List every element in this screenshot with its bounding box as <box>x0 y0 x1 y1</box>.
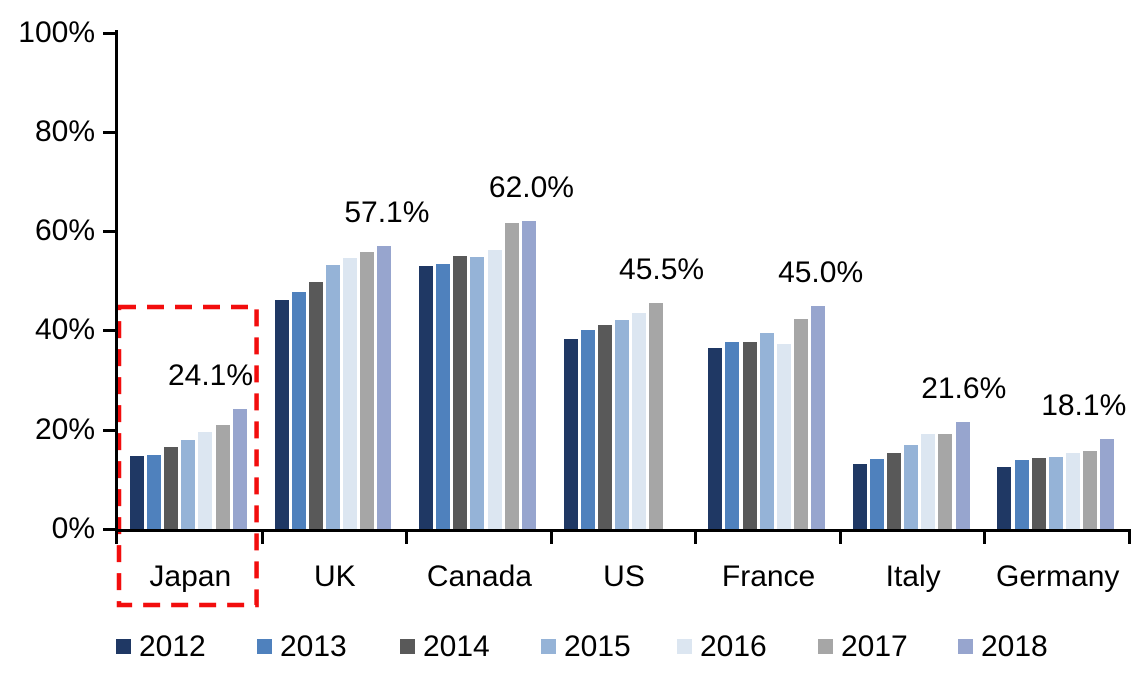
x-tick <box>549 532 553 544</box>
bar-japan-2016 <box>198 431 213 529</box>
category-label-us: US <box>603 560 645 593</box>
y-tick-label: 0% <box>51 512 95 545</box>
x-axis-line <box>115 529 1131 532</box>
value-label-canada: 62.0% <box>488 171 574 205</box>
legend-marker-2018 <box>958 639 973 654</box>
bar-uk-2017 <box>360 252 375 529</box>
y-tick-label: 80% <box>34 114 95 148</box>
bar-japan-2018 <box>232 409 247 529</box>
bar-japan-2013 <box>147 454 162 529</box>
y-tick-label: 100% <box>18 15 95 49</box>
bar-japan-2017 <box>215 425 230 529</box>
bar-germany-2016 <box>1065 452 1080 529</box>
legend-marker-2014 <box>400 639 415 654</box>
bar-france-2013 <box>725 341 740 529</box>
value-label-japan: 24.1% <box>167 359 254 393</box>
bar-us-2015 <box>615 319 629 529</box>
bar-us-2012 <box>563 339 578 529</box>
y-tick <box>103 230 115 234</box>
category-label-canada: Canada <box>426 560 532 593</box>
bar-italy-2017 <box>938 433 953 529</box>
bar-uk-2018 <box>377 245 392 529</box>
x-tick <box>838 532 842 544</box>
legend-label-2017: 2017 <box>841 630 908 663</box>
bar-canada-2015 <box>470 256 485 529</box>
legend-marker-2017 <box>818 639 833 654</box>
y-tick-label: 60% <box>34 214 95 248</box>
bar-france-2017 <box>793 319 808 529</box>
legend-marker-2016 <box>677 639 692 654</box>
bar-canada-2016 <box>487 250 502 529</box>
x-tick <box>405 532 409 544</box>
bar-france-2012 <box>708 347 723 529</box>
x-tick <box>983 532 987 544</box>
bar-canada-2018 <box>521 221 536 529</box>
category-label-japan: Japan <box>149 560 232 593</box>
bar-us-2017 <box>649 303 664 529</box>
x-tick <box>694 532 698 544</box>
legend-label-2016: 2016 <box>700 630 767 663</box>
x-tick <box>260 532 264 544</box>
bar-canada-2013 <box>436 264 451 529</box>
value-label-us: 45.5% <box>619 253 705 287</box>
bar-uk-2014 <box>308 282 323 529</box>
bar-uk-2012 <box>274 299 289 529</box>
bar-germany-2017 <box>1082 450 1097 529</box>
bar-italy-2015 <box>904 444 919 529</box>
legend-marker-2015 <box>541 639 556 654</box>
bar-germany-2018 <box>1100 439 1114 529</box>
bar-us-2013 <box>580 330 595 529</box>
bar-italy-2016 <box>921 434 936 529</box>
y-axis-line <box>115 30 118 532</box>
bar-germany-2013 <box>1014 460 1029 529</box>
legend-label-2012: 2012 <box>139 630 206 663</box>
legend-label-2018: 2018 <box>981 630 1048 663</box>
bar-us-2014 <box>597 324 612 529</box>
bar-italy-2018 <box>955 421 970 529</box>
bar-italy-2012 <box>852 463 867 529</box>
bar-japan-2014 <box>164 446 179 529</box>
value-label-france: 45.0% <box>778 255 864 289</box>
value-label-germany: 18.1% <box>1041 389 1127 423</box>
bar-canada-2014 <box>453 256 468 529</box>
bar-france-2016 <box>776 343 791 529</box>
bar-uk-2015 <box>325 265 340 529</box>
bar-germany-2015 <box>1048 456 1063 529</box>
y-tick <box>103 130 115 134</box>
category-label-france: France <box>721 560 816 593</box>
bar-italy-2014 <box>887 452 902 529</box>
x-tick <box>115 532 118 544</box>
legend-label-2015: 2015 <box>564 630 631 663</box>
bar-uk-2016 <box>343 257 357 529</box>
y-tick <box>103 528 115 531</box>
bar-germany-2014 <box>1031 457 1046 529</box>
legend-marker-2013 <box>257 639 272 654</box>
y-tick-label: 20% <box>34 412 95 446</box>
bar-uk-2013 <box>291 292 306 529</box>
legend-label-2013: 2013 <box>280 630 347 663</box>
bar-canada-2012 <box>419 266 434 529</box>
bar-us-2016 <box>632 313 647 529</box>
bar-france-2015 <box>759 333 774 529</box>
x-tick <box>1128 532 1131 544</box>
bar-italy-2013 <box>870 459 884 529</box>
bar-france-2014 <box>742 341 757 529</box>
legend-label-2014: 2014 <box>423 630 490 663</box>
y-tick <box>103 428 115 432</box>
bar-canada-2017 <box>504 222 519 529</box>
y-tick-label: 40% <box>34 313 95 347</box>
bar-japan-2015 <box>181 440 196 529</box>
value-label-uk: 57.1% <box>344 195 430 229</box>
y-tick <box>103 31 115 35</box>
bar-germany-2012 <box>997 467 1012 529</box>
y-tick <box>103 329 115 333</box>
category-label-italy: Italy <box>885 560 941 593</box>
value-label-italy: 21.6% <box>921 371 1007 405</box>
bar-japan-2012 <box>130 455 144 529</box>
legend-marker-2012 <box>116 639 131 654</box>
bar-france-2018 <box>810 305 825 529</box>
category-label-germany: Germany <box>996 560 1120 593</box>
category-label-uk: UK <box>314 560 356 593</box>
